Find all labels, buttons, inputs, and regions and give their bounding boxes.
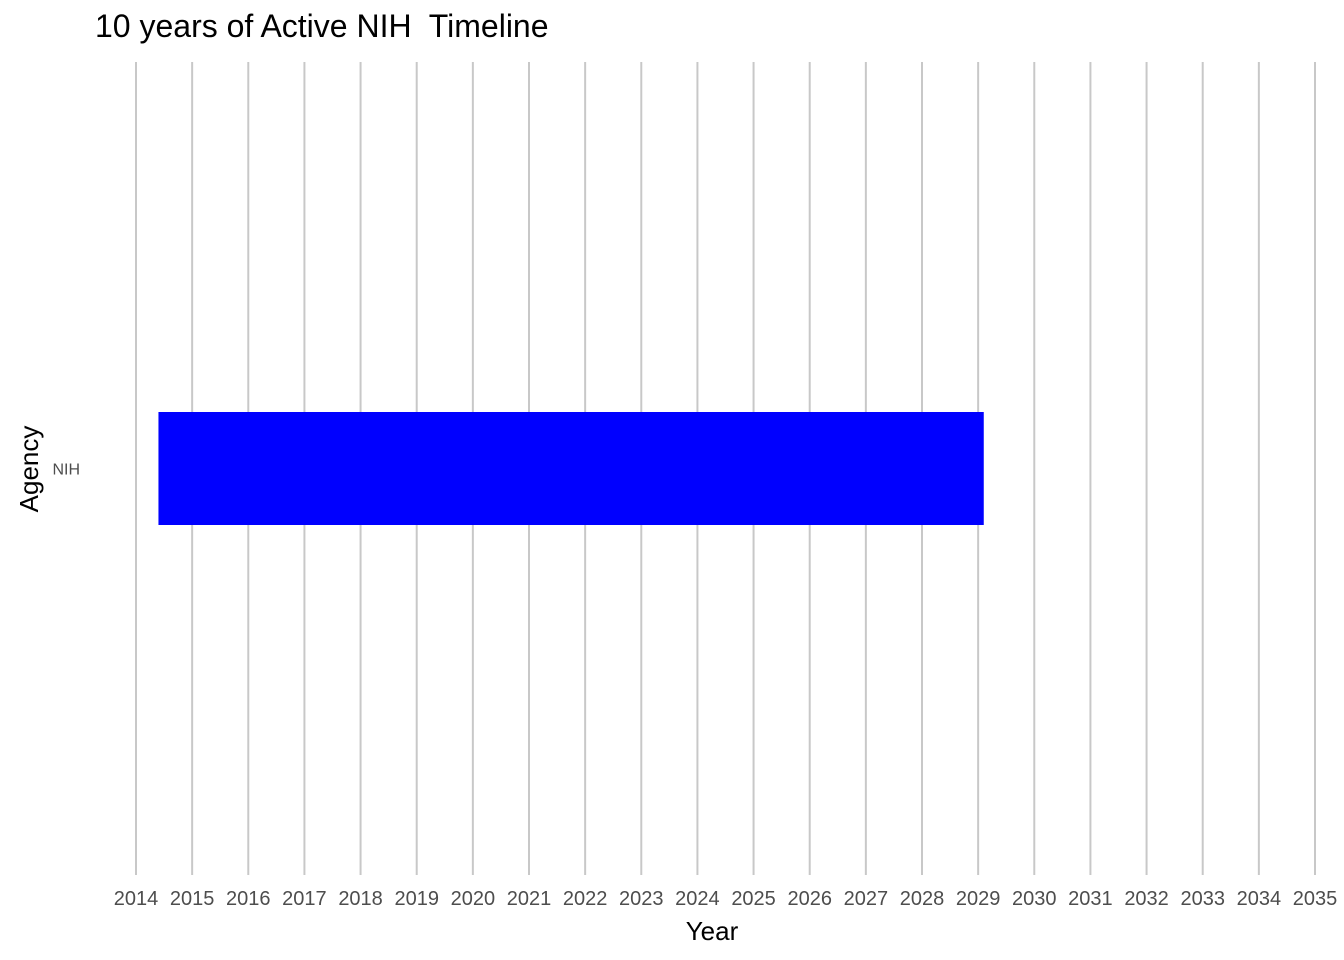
x-tick-label-2029: 2029 [956,888,1001,910]
x-axis-title: Year [686,916,739,946]
y-axis-title: Agency [14,426,44,513]
x-tick-label-2019: 2019 [394,888,439,910]
x-tick-label-2028: 2028 [900,888,945,910]
y-category-label-nih: NIH [52,462,80,479]
x-tick-label-2031: 2031 [1068,888,1113,910]
x-tick-label-2014: 2014 [114,888,159,910]
x-tick-label-2017: 2017 [282,888,327,910]
x-tick-label-2020: 2020 [451,888,496,910]
x-tick-label-2030: 2030 [1012,888,1057,910]
x-tick-labels: 2014 2015 2016 2017 2018 2019 2020 2021 2022 2023… [114,888,1338,910]
x-tick-label-2035: 2035 [1293,888,1338,910]
x-tick-label-2018: 2018 [338,888,383,910]
bars [158,412,984,525]
x-tick-label-2023: 2023 [619,888,664,910]
x-tick-label-2024: 2024 [675,888,720,910]
x-tick-label-2016: 2016 [226,888,271,910]
x-tick-label-2032: 2032 [1124,888,1169,910]
y-category-labels: NIH [52,462,80,479]
x-tick-label-2021: 2021 [507,888,552,910]
x-tick-label-2026: 2026 [787,888,832,910]
bar-nih [158,412,984,525]
x-tick-label-2034: 2034 [1237,888,1282,910]
x-tick-label-2025: 2025 [731,888,776,910]
x-tick-label-2033: 2033 [1180,888,1225,910]
x-tick-label-2022: 2022 [563,888,608,910]
x-tick-label-2027: 2027 [844,888,889,910]
x-tick-label-2015: 2015 [170,888,215,910]
chart-title: 10 years of Active NIH Timeline [95,8,549,44]
